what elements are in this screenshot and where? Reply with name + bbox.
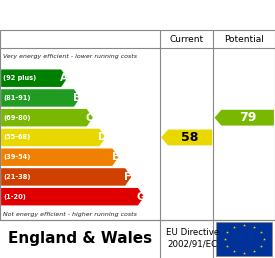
Text: (55-68): (55-68): [3, 134, 31, 140]
Polygon shape: [1, 129, 106, 146]
Text: D: D: [98, 132, 107, 142]
Text: G: G: [136, 192, 145, 202]
Text: Not energy efficient - higher running costs: Not energy efficient - higher running co…: [3, 212, 137, 217]
Polygon shape: [1, 89, 80, 107]
Text: E: E: [112, 152, 119, 162]
Text: F: F: [124, 172, 131, 182]
Text: Very energy efficient - lower running costs: Very energy efficient - lower running co…: [3, 54, 137, 59]
Polygon shape: [1, 69, 67, 87]
Text: England & Wales: England & Wales: [8, 231, 152, 246]
Text: C: C: [86, 113, 93, 123]
Text: (69-80): (69-80): [3, 115, 31, 121]
Text: (81-91): (81-91): [3, 95, 31, 101]
Polygon shape: [214, 110, 274, 126]
Text: Current: Current: [170, 35, 204, 44]
Text: 58: 58: [182, 131, 199, 144]
Text: 79: 79: [239, 111, 256, 124]
FancyBboxPatch shape: [216, 222, 272, 256]
Text: EU Directive
2002/91/EC: EU Directive 2002/91/EC: [166, 228, 219, 248]
Text: (21-38): (21-38): [3, 174, 31, 180]
Text: (1-20): (1-20): [3, 194, 26, 200]
Text: (92 plus): (92 plus): [3, 75, 37, 81]
Polygon shape: [1, 188, 144, 205]
Text: A: A: [60, 73, 68, 83]
Text: (39-54): (39-54): [3, 154, 31, 160]
Text: Energy Efficiency Rating: Energy Efficiency Rating: [11, 8, 213, 23]
Polygon shape: [161, 130, 212, 145]
Polygon shape: [1, 109, 93, 126]
Text: Potential: Potential: [224, 35, 264, 44]
Text: B: B: [73, 93, 81, 103]
Polygon shape: [1, 148, 119, 166]
Polygon shape: [1, 168, 131, 186]
